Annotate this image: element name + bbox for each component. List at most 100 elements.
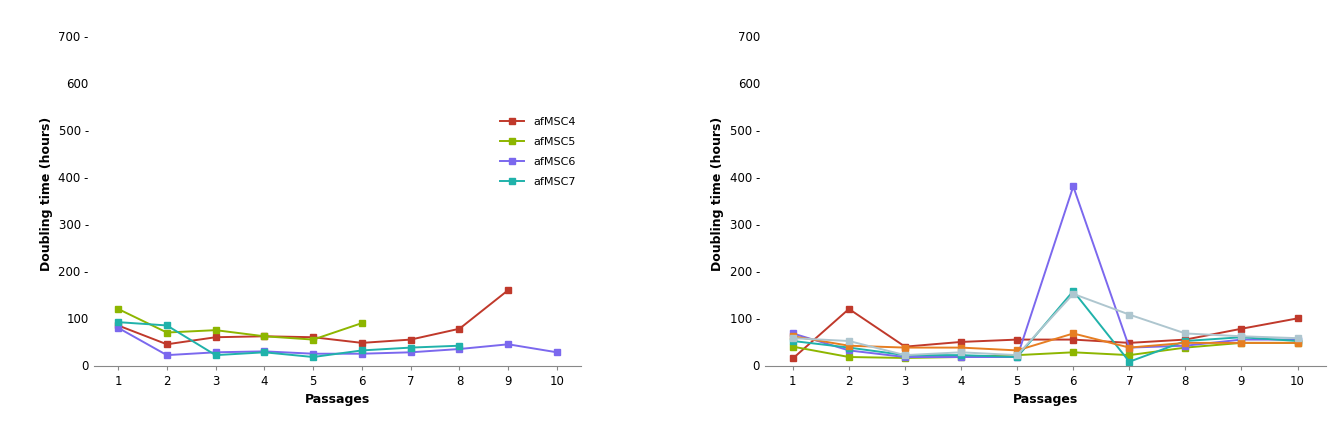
artery DMEM xyxy=(897,354,913,359)
artery alphaMLM xyxy=(785,338,801,344)
artery DMEM xyxy=(1289,337,1306,342)
afMSC7 xyxy=(256,350,272,355)
afMSC4 xyxy=(256,334,272,339)
tissue alphaMEM xyxy=(785,344,801,349)
tissue DMEM xyxy=(785,356,801,361)
afMSC7 xyxy=(353,348,370,353)
afMSC4 xyxy=(353,340,370,345)
tissue DMEM xyxy=(1121,340,1137,345)
Line: tissue alphaMEM: tissue alphaMEM xyxy=(790,340,1300,361)
tissue alphaMEM xyxy=(1177,345,1193,350)
enz. alphaMEM xyxy=(897,353,913,358)
afMSC4 xyxy=(501,288,517,293)
artery alphaMLM xyxy=(1177,338,1193,344)
artery alphaMLM xyxy=(1066,289,1082,294)
artery alphaMLM xyxy=(841,345,857,350)
Line: afMSC5: afMSC5 xyxy=(115,306,364,342)
enz. DMEM xyxy=(1233,340,1249,345)
tissue DMEM xyxy=(897,344,913,349)
tissue alphaMEM xyxy=(897,355,913,360)
afMSC6 xyxy=(110,325,126,330)
tissue alphaMEM xyxy=(1010,353,1026,358)
artery DMEM xyxy=(785,331,801,336)
tissue DMEM xyxy=(1289,316,1306,321)
enz. DMEM xyxy=(785,334,801,339)
enz. DMEM xyxy=(841,343,857,348)
enz. alphaMEM xyxy=(1066,291,1082,296)
enz. alphaMEM xyxy=(1121,312,1137,317)
artery DMEM xyxy=(1010,354,1026,359)
Line: enz. DMEM: enz. DMEM xyxy=(790,331,1300,353)
artery DMEM xyxy=(841,348,857,353)
afMSC6 xyxy=(403,350,419,355)
tissue DMEM xyxy=(1233,326,1249,332)
Legend: afMSC4, afMSC5, afMSC6, afMSC7: afMSC4, afMSC5, afMSC6, afMSC7 xyxy=(499,117,576,187)
afMSC5 xyxy=(159,330,175,335)
afMSC6 xyxy=(353,351,370,356)
tissue alphaMEM xyxy=(841,354,857,359)
artery alphaMLM xyxy=(1289,338,1306,344)
X-axis label: Passages: Passages xyxy=(305,393,370,406)
enz. alphaMEM xyxy=(1177,331,1193,336)
tissue DMEM xyxy=(1010,337,1026,342)
afMSC4 xyxy=(208,335,224,340)
artery alphaMLM xyxy=(1010,354,1026,359)
afMSC6 xyxy=(208,350,224,355)
Line: afMSC6: afMSC6 xyxy=(115,325,560,358)
enz. alphaMEM xyxy=(1233,334,1249,339)
tissue alphaMEM xyxy=(953,354,969,359)
enz. alphaMEM xyxy=(785,335,801,341)
afMSC6 xyxy=(501,342,517,347)
afMSC5 xyxy=(256,334,272,339)
afMSC4 xyxy=(403,337,419,342)
Line: afMSC7: afMSC7 xyxy=(115,319,462,360)
afMSC7 xyxy=(159,323,175,328)
afMSC6 xyxy=(256,349,272,354)
enz. DMEM xyxy=(1177,340,1193,345)
afMSC7 xyxy=(403,345,419,350)
enz. DMEM xyxy=(1121,345,1137,350)
enz. DMEM xyxy=(1289,340,1306,345)
tissue alphaMEM xyxy=(1121,353,1137,358)
enz. DMEM xyxy=(1066,331,1082,336)
afMSC7 xyxy=(208,353,224,358)
artery alphaMLM xyxy=(953,353,969,358)
artery alphaMLM xyxy=(1233,335,1249,340)
artery alphaMLM xyxy=(1121,359,1137,364)
afMSC5 xyxy=(110,306,126,311)
enz. DMEM xyxy=(1010,348,1026,353)
tissue DMEM xyxy=(1066,337,1082,342)
afMSC4 xyxy=(110,323,126,328)
enz. alphaMEM xyxy=(953,350,969,355)
artery DMEM xyxy=(1233,337,1249,342)
enz. alphaMEM xyxy=(1010,353,1026,358)
enz. alphaMEM xyxy=(841,338,857,344)
afMSC6 xyxy=(451,347,467,352)
Line: afMSC4: afMSC4 xyxy=(115,287,511,347)
afMSC4 xyxy=(305,335,321,340)
afMSC5 xyxy=(353,320,370,326)
Line: artery alphaMLM: artery alphaMLM xyxy=(790,288,1300,365)
afMSC7 xyxy=(305,354,321,359)
tissue DMEM xyxy=(841,306,857,311)
Y-axis label: Doubling time (hours): Doubling time (hours) xyxy=(711,117,724,270)
enz. alphaMEM xyxy=(1289,335,1306,341)
artery DMEM xyxy=(1121,345,1137,350)
afMSC5 xyxy=(208,328,224,333)
afMSC7 xyxy=(451,343,467,348)
afMSC4 xyxy=(159,342,175,347)
Y-axis label: Doubling time (hours): Doubling time (hours) xyxy=(40,117,54,270)
tissue alphaMEM xyxy=(1233,340,1249,345)
artery DMEM xyxy=(1066,184,1082,189)
afMSC5 xyxy=(305,337,321,342)
tissue alphaMEM xyxy=(1289,340,1306,345)
enz. DMEM xyxy=(897,345,913,350)
afMSC6 xyxy=(549,350,565,355)
tissue alphaMEM xyxy=(1066,350,1082,355)
artery DMEM xyxy=(953,354,969,359)
Line: tissue DMEM: tissue DMEM xyxy=(790,306,1300,361)
afMSC6 xyxy=(305,351,321,356)
tissue DMEM xyxy=(1177,337,1193,342)
afMSC7 xyxy=(110,319,126,325)
artery DMEM xyxy=(1177,343,1193,348)
